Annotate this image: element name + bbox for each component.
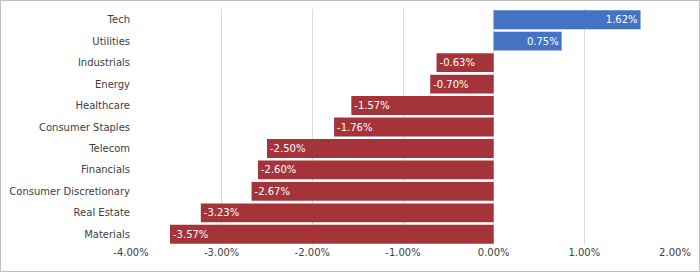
svg-text:Energy: Energy <box>95 79 130 90</box>
svg-text:Tech: Tech <box>107 14 130 25</box>
svg-text:Utilities: Utilities <box>92 36 130 47</box>
svg-text:2.00%: 2.00% <box>659 247 691 258</box>
svg-text:-0.63%: -0.63% <box>440 57 475 68</box>
svg-text:-1.76%: -1.76% <box>337 122 372 133</box>
svg-text:-2.00%: -2.00% <box>295 247 330 258</box>
svg-text:Consumer Staples: Consumer Staples <box>39 122 130 133</box>
svg-text:-1.57%: -1.57% <box>354 100 389 111</box>
svg-text:Consumer Discretionary: Consumer Discretionary <box>9 186 130 197</box>
svg-text:Healthcare: Healthcare <box>75 100 130 111</box>
svg-text:Materials: Materials <box>84 229 130 240</box>
svg-text:-0.70%: -0.70% <box>433 79 468 90</box>
svg-text:-3.00%: -3.00% <box>204 247 239 258</box>
svg-text:-3.23%: -3.23% <box>204 207 239 218</box>
svg-text:1.00%: 1.00% <box>568 247 600 258</box>
svg-text:Real Estate: Real Estate <box>74 207 130 218</box>
svg-text:Telecom: Telecom <box>88 143 130 154</box>
svg-text:Industrials: Industrials <box>78 57 130 68</box>
svg-text:1.62%: 1.62% <box>606 14 638 25</box>
svg-text:-4.00%: -4.00% <box>113 247 148 258</box>
svg-text:-1.00%: -1.00% <box>385 247 420 258</box>
svg-text:0.00%: 0.00% <box>478 247 510 258</box>
svg-text:-2.67%: -2.67% <box>255 186 290 197</box>
svg-text:-3.57%: -3.57% <box>173 229 208 240</box>
svg-text:-2.60%: -2.60% <box>261 164 296 175</box>
svg-text:-2.50%: -2.50% <box>270 143 305 154</box>
svg-text:Financials: Financials <box>81 164 130 175</box>
svg-text:0.75%: 0.75% <box>527 36 559 47</box>
